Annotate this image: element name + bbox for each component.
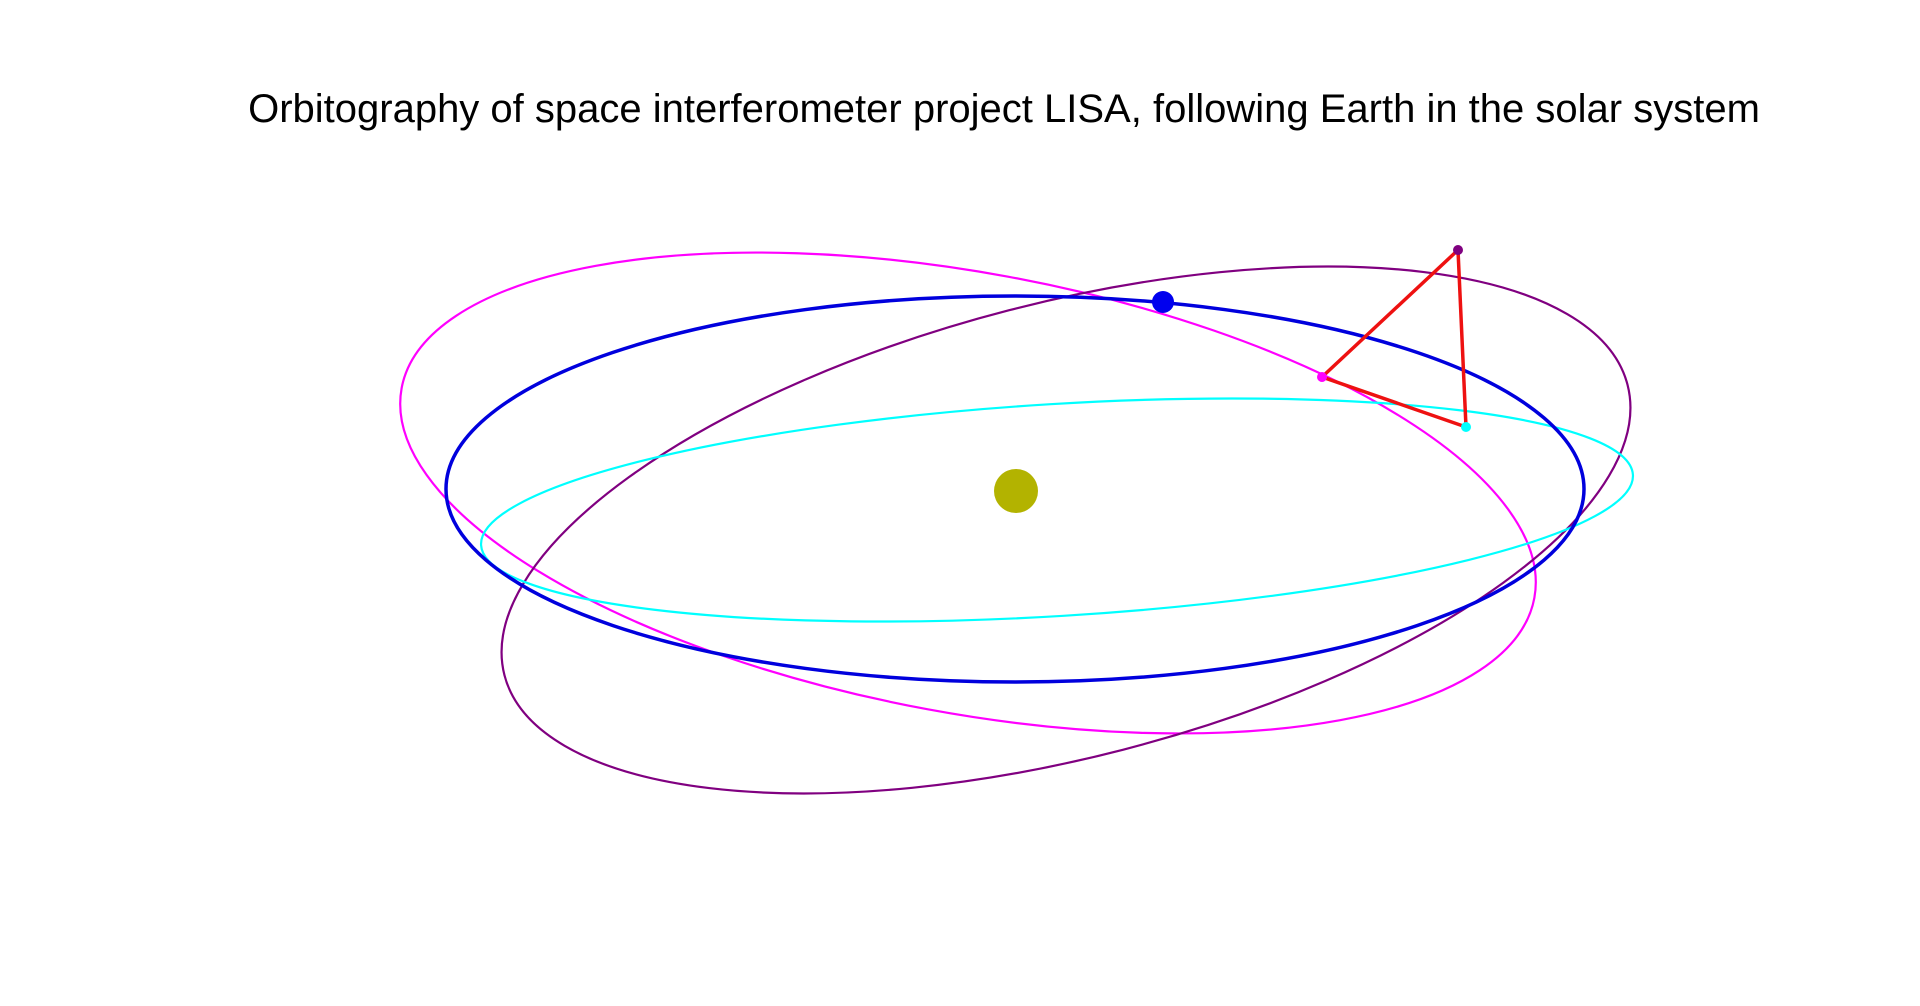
lisa-constellation-triangle [1320,248,1468,429]
spacecraft-orbit-magenta [399,251,1537,735]
spacecraft-marker-cyan [1461,422,1471,432]
sun-dot-icon [994,469,1038,513]
earth-orbit [444,294,1586,684]
spacecraft-orbit-purple [500,265,1632,795]
earth-dot-icon [1152,291,1174,313]
spacecraft-marker-purple [1453,245,1463,255]
spacecraft-orbit-cyan [479,397,1635,623]
page-title: Orbitography of space interferometer pro… [248,87,1760,131]
spacecraft-marker-magenta [1317,372,1327,382]
